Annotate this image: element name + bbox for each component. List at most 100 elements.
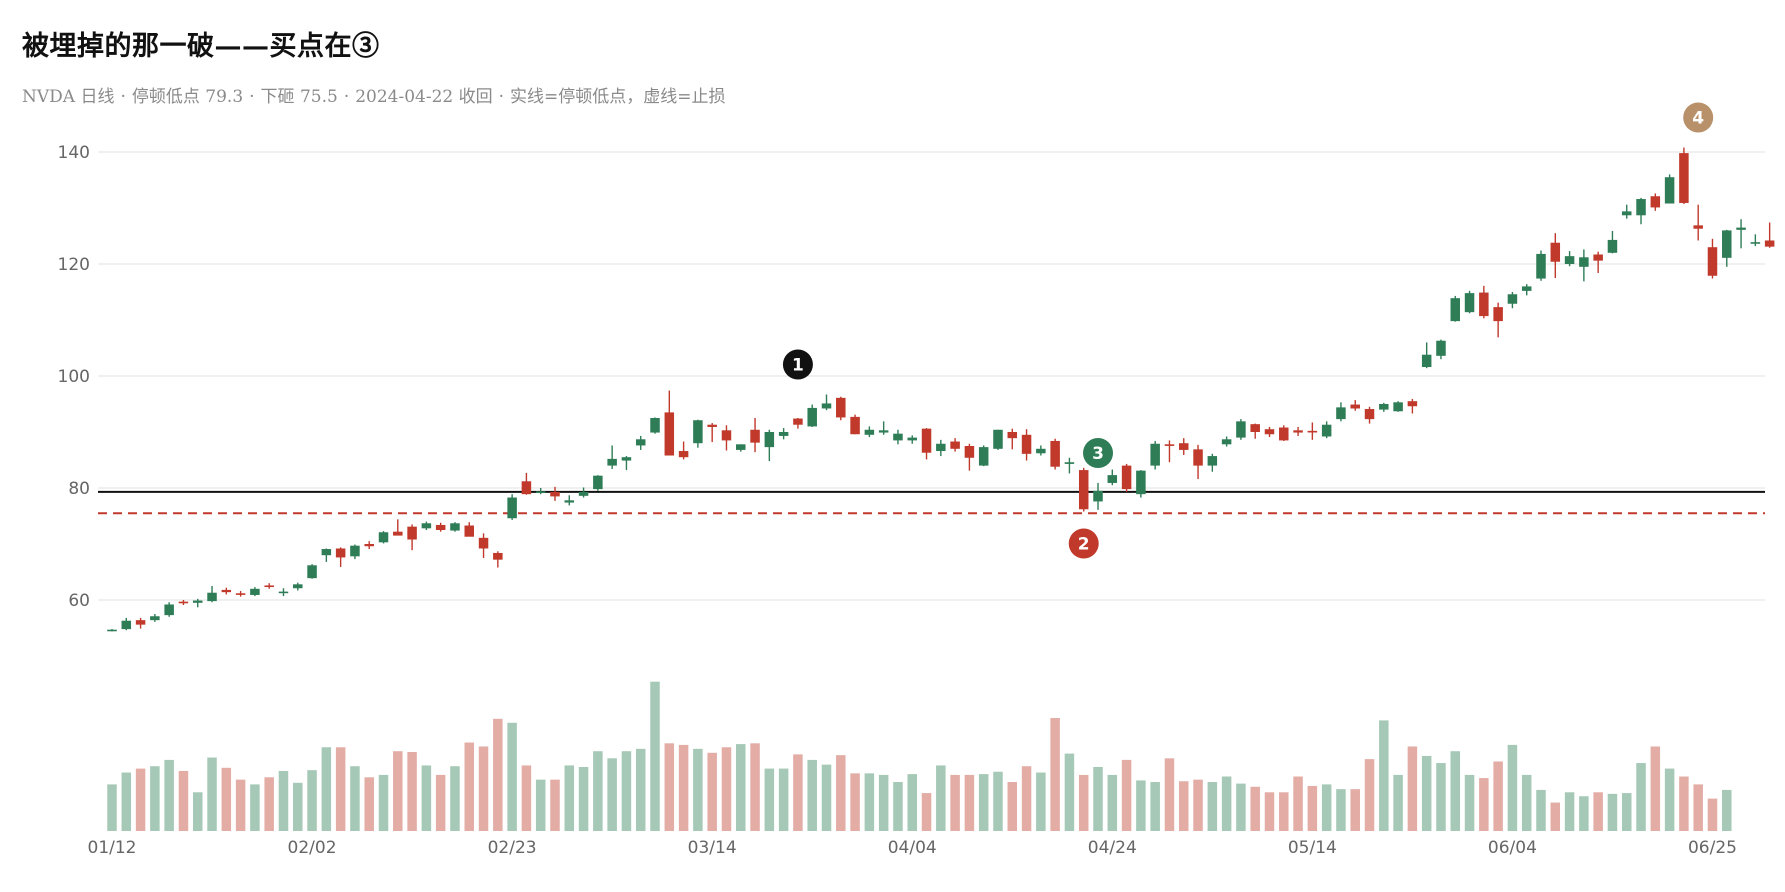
volume-bar	[564, 765, 575, 831]
candle	[1536, 250, 1546, 281]
volume-bar	[1121, 759, 1132, 831]
candle	[1464, 290, 1475, 314]
chart-title: 被埋掉的那一破——买点在③	[22, 31, 380, 62]
candle-body	[1107, 475, 1118, 483]
candle-body	[1150, 443, 1160, 466]
candle	[1164, 440, 1175, 463]
candle-body	[135, 620, 146, 625]
volume-bar	[1564, 792, 1575, 831]
volume-bar	[1150, 782, 1160, 831]
subtitle-support: 停顿低点 79.3	[131, 87, 244, 107]
volume-bar	[893, 782, 903, 831]
annotation-circle	[782, 349, 813, 380]
candle	[135, 617, 146, 629]
candle-body	[250, 588, 260, 595]
candle-body	[1621, 211, 1632, 216]
candle	[821, 394, 832, 411]
volume-layer	[107, 681, 1732, 831]
candle	[907, 435, 917, 444]
volume-bar	[1607, 793, 1618, 831]
candle	[1221, 436, 1232, 447]
volume-bar	[250, 784, 260, 831]
candle-body	[936, 443, 946, 452]
volume-bar	[1236, 783, 1246, 831]
candle	[1064, 457, 1075, 474]
candle	[1679, 147, 1689, 205]
candle	[1036, 445, 1046, 456]
candle-body	[1093, 490, 1103, 502]
candle	[1321, 421, 1332, 439]
candle	[964, 443, 975, 471]
x-tick-label: 02/23	[488, 838, 537, 858]
candle	[736, 444, 746, 452]
volume-bar	[435, 774, 446, 831]
candle-body	[278, 591, 289, 594]
volume-bar	[1221, 776, 1232, 831]
candle	[1764, 222, 1775, 248]
candle	[635, 435, 646, 450]
candle	[564, 495, 575, 506]
candle	[921, 428, 932, 460]
candle-body	[107, 629, 117, 632]
volume-bar	[207, 757, 217, 831]
candle-body	[421, 523, 432, 529]
candle-body	[378, 532, 389, 543]
candle	[1193, 444, 1203, 480]
candle	[192, 598, 203, 608]
candle	[450, 522, 460, 532]
x-tick-label: 03/14	[688, 838, 737, 858]
candle	[421, 521, 432, 530]
candle	[464, 522, 474, 537]
volume-bar	[764, 768, 775, 831]
volume-bar	[1279, 792, 1289, 831]
volume-bar	[607, 758, 617, 831]
y-tick-label: 60	[68, 591, 90, 611]
candle	[507, 494, 517, 520]
candle	[550, 486, 560, 501]
candle-body	[593, 475, 603, 490]
candle	[364, 541, 374, 550]
candle	[693, 419, 703, 448]
volume-bar	[836, 755, 846, 831]
volume-bar	[150, 766, 160, 831]
annotation-label: 2	[1078, 535, 1090, 555]
candle-body	[1279, 427, 1289, 441]
candle-body	[464, 525, 474, 537]
subtitle-reclaim: 2024-04-22 收回	[355, 87, 493, 107]
candle-body	[450, 523, 460, 531]
candle-body	[1750, 242, 1761, 244]
candle	[321, 548, 332, 562]
volume-bar	[335, 747, 346, 831]
subtitle-break: 下砸 75.5	[260, 87, 338, 107]
candle-body	[821, 403, 832, 409]
candle	[1393, 401, 1403, 412]
candle-body	[1007, 432, 1018, 439]
candle-body	[1379, 404, 1389, 410]
candle	[1693, 204, 1703, 241]
volume-bar	[407, 752, 417, 831]
candle	[793, 418, 803, 429]
candle	[1593, 251, 1603, 273]
candle-body	[221, 589, 232, 593]
candle	[107, 629, 117, 632]
candle-body	[1536, 253, 1546, 279]
candle	[293, 582, 303, 591]
candle	[1579, 249, 1589, 282]
x-tick-label: 04/24	[1088, 838, 1137, 858]
candle-body	[736, 444, 746, 450]
candle	[1379, 402, 1389, 412]
volume-bar	[593, 751, 603, 831]
candle	[435, 522, 446, 532]
candle	[1136, 470, 1146, 498]
volume-bar	[1207, 782, 1218, 831]
candle	[1421, 342, 1432, 369]
candle-body	[550, 491, 560, 497]
subtitle-ticker: NVDA 日线	[22, 87, 115, 107]
candle	[164, 602, 174, 617]
candle	[936, 439, 946, 457]
y-tick-label: 120	[58, 255, 90, 275]
candle-body	[1707, 247, 1718, 276]
candle-body	[650, 418, 660, 433]
volume-bar	[535, 779, 546, 831]
volume-bar	[1464, 774, 1475, 831]
